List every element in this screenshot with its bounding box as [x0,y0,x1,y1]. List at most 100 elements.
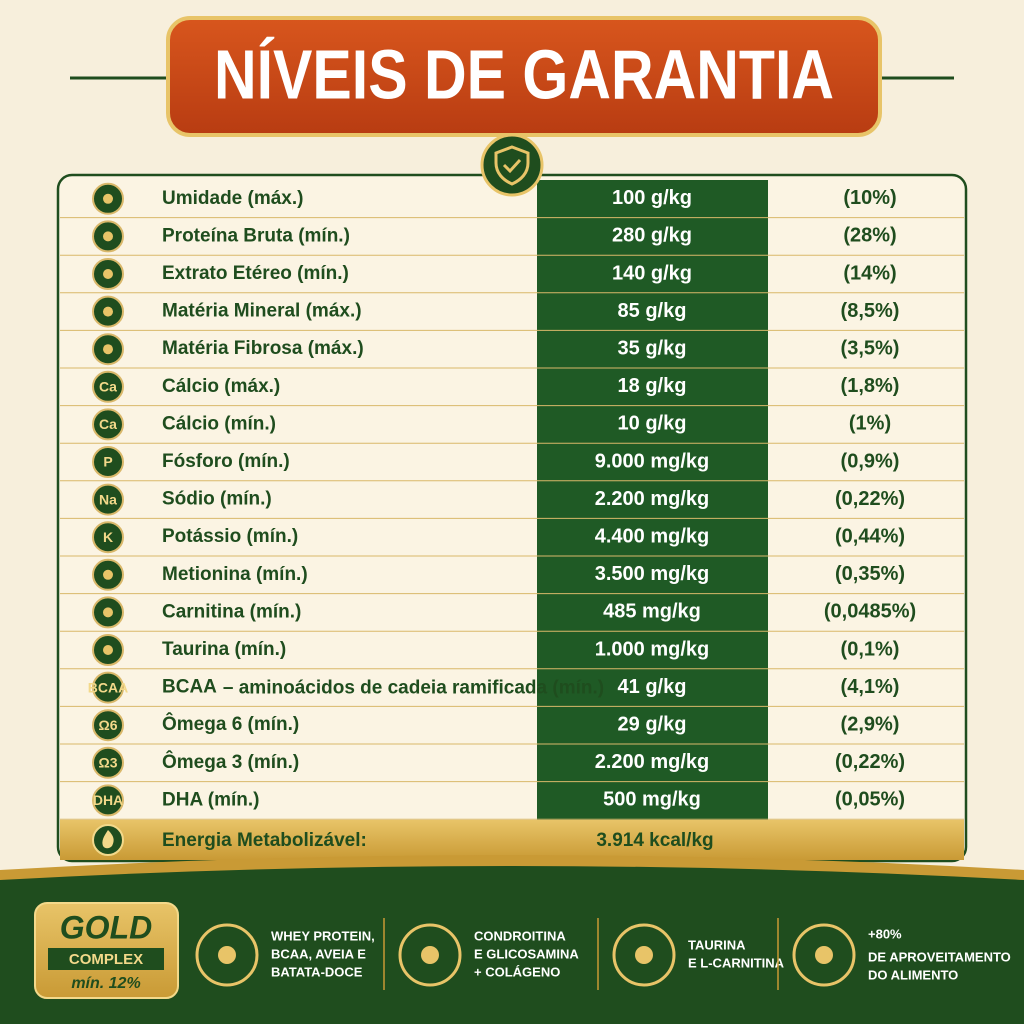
amount: 100 g/kg [612,187,692,209]
feature-text: DE APROVEITAMENTO [868,949,1011,964]
feature-text: E L-CARNITINA [688,955,785,970]
nutrient-name: Cálcio (mín.) [162,413,276,434]
row-icon [92,746,124,779]
row-icon [92,709,124,742]
amount: 29 g/kg [618,713,687,735]
row-icon [92,446,124,478]
energy-name: Energia Metabolizável: [162,830,367,851]
badge-title: GOLD [60,909,152,945]
amount: 41 g/kg [618,676,687,698]
nutrient-name: Ômega 3 (mín.) [162,751,299,773]
nutrient-name: Umidade (máx.) [162,188,303,209]
feature-text: DO ALIMENTO [868,967,958,982]
amount: 35 g/kg [618,337,687,359]
percent: (1%) [849,413,891,435]
feature-text: E GLICOSAMINA [474,946,579,961]
percent: (4,1%) [841,676,900,698]
energy-amount: 3.914 kcal/kg [596,830,713,851]
icon-glyph [103,306,113,317]
nutrient-name: Proteína Bruta (mín.) [162,225,350,246]
flame [102,830,114,849]
percent: (0,9%) [841,450,900,472]
nutrient-name: Taurina (mín.) [162,639,286,660]
amount-column [537,180,768,820]
badge-note: mín. 12% [71,975,140,992]
icon-label: Na [99,491,117,507]
footer [0,866,1024,1024]
percent: (10%) [843,187,896,209]
icon-glyph [103,645,113,655]
amount: 85 g/kg [618,300,687,322]
nutrient-name: Fósforo (mín.) [162,451,290,472]
row-icon [92,671,124,704]
icon-glyph [103,231,113,242]
feature-icon [195,923,259,987]
feature-glyph [421,946,439,964]
amount: 2.200 mg/kg [595,488,710,510]
amount: 18 g/kg [618,375,687,397]
icon-label: K [103,529,113,545]
feature-icon [398,923,462,987]
badge-subtitle: COMPLEX [69,951,143,968]
amount: 2.200 mg/kg [595,751,710,773]
nutrient-detail: – aminoácidos de cadeia ramificada (mín.… [223,678,604,699]
percent: (28%) [843,225,896,247]
icon-label: P [103,454,112,470]
amount: 1.000 mg/kg [595,638,710,660]
nutrient-name: Carnitina (mín.) [162,601,301,622]
amount: 500 mg/kg [603,789,701,811]
percent: (2,9%) [841,713,900,735]
nutrient-name: Ômega 6 (mín.) [162,713,299,735]
feature-text: TAURINA [688,937,746,952]
feature-text: BCAA, AVEIA E [271,946,366,961]
nutrient-name: Potássio (mín.) [162,526,298,547]
icon-glyph [103,269,113,279]
title: NÍVEIS DE GARANTIA [214,35,834,113]
row-icon [92,521,124,554]
icon-glyph [103,193,113,204]
nutrient-name: Matéria Fibrosa (máx.) [162,338,364,359]
row-icon [92,483,124,516]
icon-glyph [103,344,113,355]
nutrient-name: DHA (mín.) [162,789,259,810]
percent: (0,44%) [835,525,905,547]
icon-label: Ca [99,416,117,432]
icon-glyph [103,569,113,580]
amount: 10 g/kg [618,413,687,435]
icon-label: BCAA [88,679,128,695]
amount: 140 g/kg [612,262,692,284]
percent: (0,05%) [835,789,905,811]
title-banner [166,16,882,137]
feature-glyph [218,946,236,964]
feature-icon [612,923,676,987]
amount: 485 mg/kg [603,601,701,623]
amount: 3.500 mg/kg [595,563,710,585]
check-icon [502,158,522,174]
nutrient-name: Cálcio (máx.) [162,376,280,397]
nutrient-name: BCAA [162,677,217,698]
nutrient-name: Sódio (mín.) [162,489,272,510]
feature-glyph [635,946,653,964]
row-icon [92,370,124,403]
amount: 4.400 mg/kg [595,525,710,547]
row-icon [92,784,124,817]
icon-label: Ω3 [98,755,117,771]
feature-glyph [815,946,833,964]
feature-highlight: +80% [868,926,902,941]
feature-text: + COLÁGENO [474,964,560,979]
row-icon [92,408,124,441]
icon-label: DHA [93,792,123,808]
nutrient-name: Extrato Etéreo (mín.) [162,263,349,284]
percent: (14%) [843,262,896,284]
shield-badge [480,133,544,197]
badge-strip [48,948,164,970]
percent: (0,0485%) [824,601,916,623]
percent: (8,5%) [841,300,900,322]
percent: (0,1%) [841,638,900,660]
energy-row-bg [60,820,964,860]
percent: (1,8%) [841,375,900,397]
feature-text: WHEY PROTEIN, [271,928,375,943]
icon-label: Ω6 [98,717,117,733]
nutrient-name: Metionina (mín.) [162,564,308,585]
shield-icon [494,145,530,186]
